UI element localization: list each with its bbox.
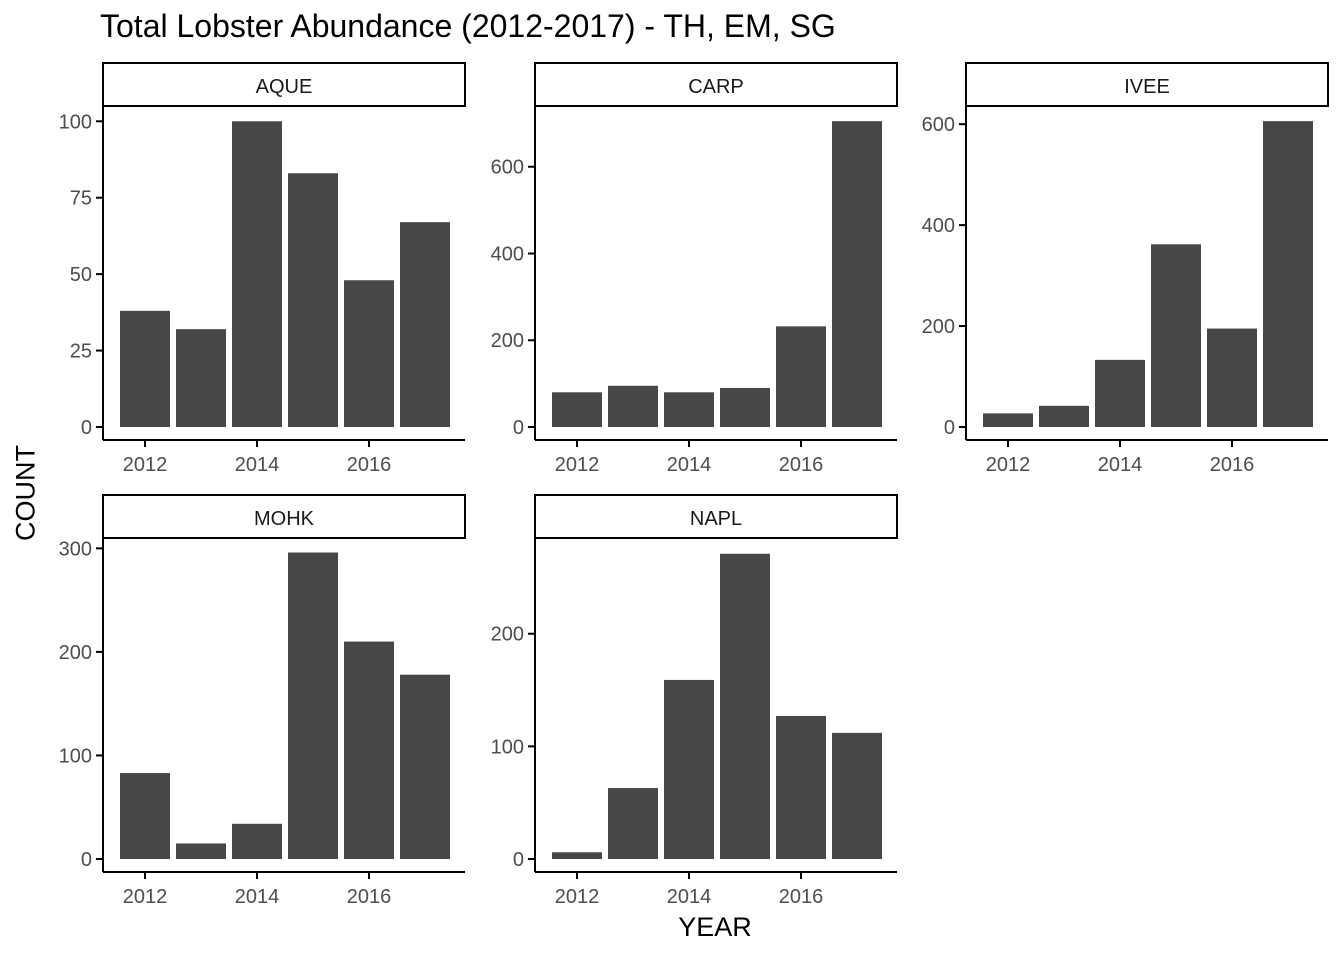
y-tick-label-mohk-200: 200 (59, 642, 92, 664)
x-tick-label-napl-2016: 2016 (779, 886, 824, 908)
y-tick-label-ivee-0: 0 (944, 417, 955, 439)
bar-aque-2013 (176, 329, 226, 427)
y-tick-label-mohk-0: 0 (81, 849, 92, 871)
y-tick-label-aque-50: 50 (70, 264, 92, 286)
facet-label-napl: NAPL (690, 508, 742, 530)
x-tick-label-aque-2014: 2014 (235, 454, 280, 476)
bar-carp-2014 (664, 392, 714, 427)
bar-mohk-2012 (120, 773, 170, 859)
bar-mohk-2013 (176, 843, 226, 859)
x-tick-label-carp-2016: 2016 (779, 454, 824, 476)
chart-title: Total Lobster Abundance (2012-2017) - TH… (100, 8, 836, 44)
y-tick-label-napl-100: 100 (491, 736, 524, 758)
facet-strip-mohk (102, 494, 466, 539)
x-tick-label-aque-2012: 2012 (123, 454, 168, 476)
bar-mohk-2016 (344, 641, 394, 859)
x-tick-label-ivee-2012: 2012 (986, 454, 1031, 476)
x-tick-label-mohk-2016: 2016 (347, 886, 392, 908)
facet-strip-aque (102, 62, 466, 107)
y-tick-label-aque-0: 0 (81, 417, 92, 439)
y-tick-label-carp-200: 200 (491, 330, 524, 352)
facet-label-ivee: IVEE (1124, 76, 1170, 98)
x-tick-label-ivee-2014: 2014 (1098, 454, 1143, 476)
y-tick-label-aque-100: 100 (59, 111, 92, 133)
bar-carp-2017 (832, 121, 882, 427)
x-tick-label-mohk-2012: 2012 (123, 886, 168, 908)
facet-strip-ivee (965, 62, 1329, 107)
y-tick-label-aque-75: 75 (70, 188, 92, 210)
bar-ivee-2017 (1263, 121, 1313, 427)
bar-aque-2012 (120, 310, 170, 427)
x-tick-label-carp-2014: 2014 (667, 454, 712, 476)
bar-mohk-2017 (400, 674, 450, 859)
x-tick-label-mohk-2014: 2014 (235, 886, 280, 908)
y-tick-label-ivee-200: 200 (922, 316, 955, 338)
bar-aque-2016 (344, 280, 394, 427)
y-tick-label-napl-200: 200 (491, 624, 524, 646)
y-tick-label-carp-0: 0 (513, 417, 524, 439)
x-tick-label-aque-2016: 2016 (347, 454, 392, 476)
bar-napl-2012 (552, 852, 602, 859)
x-tick-label-ivee-2016: 2016 (1210, 454, 1255, 476)
bar-aque-2017 (400, 222, 450, 427)
bar-carp-2016 (776, 326, 826, 427)
bar-aque-2014 (232, 121, 282, 428)
bar-ivee-2012 (983, 413, 1033, 427)
bar-napl-2014 (664, 679, 714, 859)
bar-napl-2017 (832, 732, 882, 859)
facet-strip-napl (534, 494, 898, 539)
bar-ivee-2013 (1039, 405, 1089, 427)
y-tick-label-ivee-600: 600 (922, 114, 955, 136)
x-tick-label-napl-2012: 2012 (555, 886, 600, 908)
bar-mohk-2015 (288, 552, 338, 859)
y-tick-label-carp-400: 400 (491, 243, 524, 265)
x-tick-label-napl-2014: 2014 (667, 886, 712, 908)
y-tick-label-carp-600: 600 (491, 157, 524, 179)
bar-carp-2015 (720, 387, 770, 427)
bar-ivee-2014 (1095, 359, 1145, 427)
bar-mohk-2014 (232, 823, 282, 859)
y-tick-label-mohk-300: 300 (59, 538, 92, 560)
bar-carp-2012 (552, 392, 602, 427)
bar-carp-2013 (608, 385, 658, 427)
bar-napl-2013 (608, 788, 658, 859)
y-tick-label-aque-25: 25 (70, 341, 92, 363)
bar-ivee-2016 (1207, 328, 1257, 427)
y-tick-label-ivee-400: 400 (922, 215, 955, 237)
facet-label-mohk: MOHK (254, 508, 315, 530)
facet-label-carp: CARP (688, 76, 744, 98)
x-axis-title: YEAR (678, 912, 752, 942)
x-tick-label-carp-2012: 2012 (555, 454, 600, 476)
y-tick-label-napl-0: 0 (513, 849, 524, 871)
bar-napl-2016 (776, 715, 826, 859)
bar-ivee-2015 (1151, 244, 1201, 427)
y-axis-title: COUNT (10, 445, 41, 541)
facet-strip-carp (534, 62, 898, 107)
facet-label-aque: AQUE (256, 76, 313, 98)
bar-napl-2015 (720, 553, 770, 859)
y-tick-label-mohk-100: 100 (59, 745, 92, 767)
bar-aque-2015 (288, 173, 338, 427)
